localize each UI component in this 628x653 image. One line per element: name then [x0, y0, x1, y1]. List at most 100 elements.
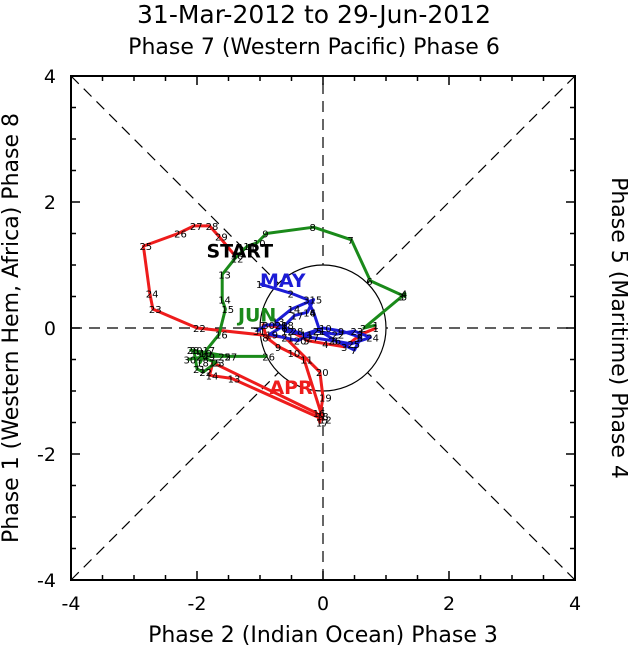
day-label: 11: [243, 242, 256, 253]
day-label: 21: [313, 327, 326, 338]
day-label: 5: [401, 293, 407, 304]
day-label: 17: [291, 311, 304, 322]
day-label: 27: [225, 352, 238, 363]
day-label: 1: [256, 280, 262, 291]
day-label: 29: [215, 233, 228, 244]
day-label: 18: [316, 412, 329, 423]
day-label: 5: [316, 327, 322, 338]
day-label: 19: [319, 393, 332, 404]
day-label: 2: [288, 289, 294, 300]
day-label: 9: [338, 327, 344, 338]
day-label: 28: [206, 222, 219, 233]
day-label: 4: [322, 340, 328, 351]
day-label: 27: [190, 222, 203, 233]
day-label: 28: [187, 346, 200, 357]
day-label: 30: [184, 356, 197, 367]
day-label: 29: [202, 352, 215, 363]
day-label: 20: [190, 346, 203, 357]
day-label: 6: [281, 324, 287, 335]
x-tick-label: -2: [188, 593, 207, 615]
day-label: 13: [272, 318, 285, 329]
day-label: 14: [218, 296, 231, 307]
day-label: 16: [303, 308, 316, 319]
day-label: 7: [259, 321, 265, 332]
day-label: 13: [218, 270, 231, 281]
day-label: 26: [328, 337, 341, 348]
day-label: 11: [300, 356, 313, 367]
month-label-may: MAY: [260, 270, 306, 292]
day-label: 7: [347, 236, 353, 247]
day-label: 16: [215, 330, 228, 341]
day-label: 9: [262, 230, 268, 241]
day-label: 30: [262, 321, 275, 332]
day-label: 27: [306, 333, 319, 344]
series-line-jun: [187, 225, 407, 374]
diagonal-dashed-line: [70, 75, 576, 581]
day-label: 16: [313, 409, 326, 420]
day-label: 22: [332, 330, 345, 341]
day-label: 10: [288, 349, 301, 360]
day-label: 19: [199, 349, 212, 360]
day-label: 20: [316, 368, 329, 379]
month-label-apr: APR: [269, 377, 313, 399]
day-label: 22: [199, 368, 212, 379]
day-label: 15: [209, 359, 222, 370]
day-label: 7: [351, 346, 357, 357]
chart-subtitle-top-axis-label: Phase 7 (Western Pacific) Phase 6: [128, 35, 500, 60]
day-label: 15: [221, 305, 234, 316]
start-label: START: [206, 240, 273, 262]
day-label: 2: [360, 324, 366, 335]
y-tick-label: 4: [44, 66, 56, 88]
month-label-jun: JUN: [236, 305, 276, 327]
series-line-may: [256, 282, 372, 352]
day-label: 3: [398, 293, 404, 304]
day-label: 21: [193, 365, 206, 376]
day-label: 17: [316, 419, 329, 430]
day-label: 1: [373, 321, 379, 332]
day-label: 21: [281, 333, 294, 344]
day-label: 14: [206, 371, 219, 382]
day-label: 26: [262, 352, 275, 363]
x-axis-label: Phase 2 (Indian Ocean) Phase 3: [148, 623, 498, 648]
day-label: 11: [300, 330, 313, 341]
day-label: 3: [341, 343, 347, 354]
day-label: 22: [193, 324, 206, 335]
day-label: 4: [401, 289, 407, 300]
day-label: 2: [357, 330, 363, 341]
day-label: 18: [196, 359, 209, 370]
day-label: 8: [310, 223, 316, 234]
day-label: 12: [231, 255, 244, 266]
day-label: 4: [310, 308, 316, 319]
y-tick-label: 0: [44, 318, 56, 340]
day-label: 12: [281, 327, 294, 338]
day-label: 25: [139, 242, 152, 253]
day-label: 6: [332, 337, 338, 348]
day-label: 24: [366, 333, 379, 344]
day-label: 28: [291, 327, 304, 338]
y-tick-label: -2: [37, 444, 56, 466]
day-label: 14: [288, 305, 301, 316]
day-label: 9: [275, 343, 281, 354]
chart-title: 31-Mar-2012 to 29-Jun-2012: [137, 0, 491, 29]
day-label: 23: [149, 305, 162, 316]
day-label: 19: [265, 330, 278, 341]
y-tick-label: 2: [44, 192, 56, 214]
day-label: 26: [174, 230, 187, 241]
day-label: 24: [196, 352, 209, 363]
day-label: 17: [202, 346, 215, 357]
day-label: 8: [357, 333, 363, 344]
x-tick-label: 4: [569, 593, 581, 615]
day-label: 10: [253, 239, 266, 250]
day-label: 31: [253, 327, 266, 338]
day-label: 18: [281, 321, 294, 332]
day-label: 25: [347, 340, 360, 351]
y-tick-label: -4: [37, 570, 56, 592]
day-label: 6: [366, 277, 372, 288]
day-label: 12: [319, 415, 332, 426]
day-label: 3: [303, 296, 309, 307]
day-label: 1: [373, 324, 379, 335]
day-label: 5: [303, 337, 309, 348]
x-tick-label: -4: [62, 593, 81, 615]
day-label: 13: [228, 374, 241, 385]
